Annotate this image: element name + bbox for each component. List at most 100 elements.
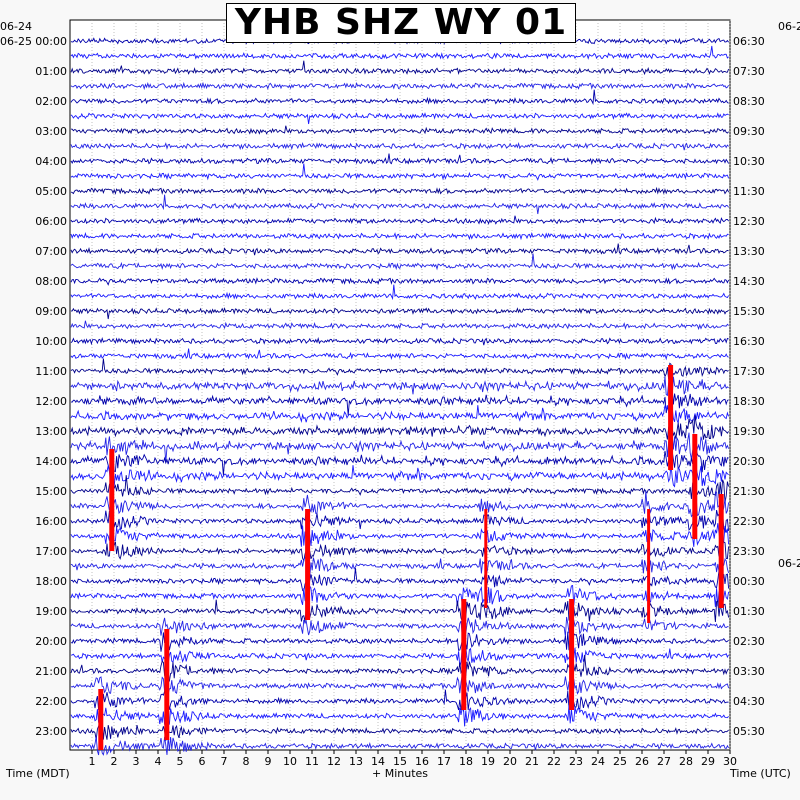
seismic-trace-30 bbox=[70, 475, 730, 503]
left-hour-label-22: 22:00 bbox=[35, 695, 67, 708]
chart-title-box: YHB SHZ WY 01 bbox=[226, 3, 576, 43]
x-tick-label-8: 8 bbox=[243, 755, 250, 768]
clipped-event-bar-8 bbox=[569, 599, 575, 710]
right-axis-title: Time (UTC) bbox=[730, 767, 791, 780]
left-hour-label-20: 20:00 bbox=[35, 635, 67, 648]
right-hour-label-23: 05:30 bbox=[733, 725, 765, 738]
left-hour-label-0: 00:00 bbox=[35, 35, 67, 48]
clipped-event-bar-0 bbox=[668, 365, 674, 470]
x-tick-label-23: 23 bbox=[569, 755, 583, 768]
seismic-trace-25 bbox=[70, 405, 730, 424]
seismic-trace-9 bbox=[70, 163, 730, 181]
left-date-top: 06-24 bbox=[0, 20, 32, 33]
x-tick-label-28: 28 bbox=[679, 755, 693, 768]
x-tick-label-21: 21 bbox=[525, 755, 539, 768]
seismic-trace-22 bbox=[70, 358, 729, 380]
right-date-top: 06-2 bbox=[778, 20, 800, 33]
left-hour-label-19: 19:00 bbox=[35, 605, 67, 618]
seismic-trace-43 bbox=[70, 675, 730, 697]
left-hour-label-12: 12:00 bbox=[35, 395, 67, 408]
x-tick-label-19: 19 bbox=[481, 755, 495, 768]
right-hour-labels: 06:30 07:30 08:30 09:30 10:30 11:30 12:30 13:30… bbox=[733, 35, 765, 738]
left-hour-label-17: 17:00 bbox=[35, 545, 67, 558]
seismic-trace-1 bbox=[70, 45, 729, 60]
clipped-event-bar-1 bbox=[692, 434, 698, 539]
right-hour-label-9: 15:30 bbox=[733, 305, 765, 318]
seismic-trace-19 bbox=[70, 320, 729, 331]
left-hour-label-5: 05:00 bbox=[35, 185, 67, 198]
right-hour-label-10: 16:30 bbox=[733, 335, 765, 348]
x-tick-label-11: 11 bbox=[305, 755, 319, 768]
right-hour-label-4: 10:30 bbox=[733, 155, 765, 168]
clipped-event-bar-5 bbox=[647, 509, 651, 623]
left-hour-label-13: 13:00 bbox=[35, 425, 67, 438]
right-hour-label-12: 18:30 bbox=[733, 395, 765, 408]
x-tick-label-6: 6 bbox=[199, 755, 206, 768]
x-tick-label-27: 27 bbox=[657, 755, 671, 768]
right-hour-label-8: 14:30 bbox=[733, 275, 765, 288]
seismic-trace-20 bbox=[70, 337, 729, 346]
seismic-trace-45 bbox=[70, 705, 729, 727]
x-tick-label-16: 16 bbox=[415, 755, 429, 768]
right-hour-label-11: 17:30 bbox=[733, 365, 765, 378]
x-tick-label-26: 26 bbox=[635, 755, 649, 768]
seismic-trace-8 bbox=[70, 153, 729, 166]
x-tick-label-5: 5 bbox=[177, 755, 184, 768]
clipped-event-bar-9 bbox=[164, 629, 170, 740]
x-tick-label-25: 25 bbox=[613, 755, 627, 768]
right-hour-label-6: 12:30 bbox=[733, 215, 765, 228]
seismic-trace-13 bbox=[70, 231, 729, 241]
left-hour-label-1: 01:00 bbox=[35, 65, 67, 78]
seismic-trace-15 bbox=[70, 253, 729, 271]
left-hour-label-11: 11:00 bbox=[35, 365, 67, 378]
seismic-trace-5 bbox=[70, 112, 729, 125]
x-tick-label-24: 24 bbox=[591, 755, 605, 768]
event-layer bbox=[98, 365, 724, 750]
right-hour-label-16: 22:30 bbox=[733, 515, 765, 528]
x-tick-label-9: 9 bbox=[265, 755, 272, 768]
seismic-trace-47 bbox=[70, 736, 729, 756]
right-hour-label-20: 02:30 bbox=[733, 635, 765, 648]
right-hour-label-5: 11:30 bbox=[733, 185, 765, 198]
right-hour-label-0: 06:30 bbox=[733, 35, 765, 48]
left-hour-label-4: 04:00 bbox=[35, 155, 67, 168]
x-tick-label-7: 7 bbox=[221, 755, 228, 768]
right-hour-label-7: 13:30 bbox=[733, 245, 765, 258]
clipped-event-bar-3 bbox=[305, 509, 311, 620]
left-hour-label-6: 06:00 bbox=[35, 215, 67, 228]
seismic-trace-17 bbox=[70, 284, 729, 301]
seismic-trace-35 bbox=[70, 556, 730, 577]
right-hour-label-14: 20:30 bbox=[733, 455, 765, 468]
x-tick-label-2: 2 bbox=[111, 755, 118, 768]
seismic-trace-16 bbox=[70, 277, 730, 286]
left-hour-label-18: 18:00 bbox=[35, 575, 67, 588]
right-hour-label-3: 09:30 bbox=[733, 125, 765, 138]
seismic-trace-36 bbox=[70, 567, 730, 593]
left-hour-label-14: 14:00 bbox=[35, 455, 67, 468]
seismic-trace-18 bbox=[70, 307, 729, 320]
x-tick-label-13: 13 bbox=[349, 755, 363, 768]
seismic-trace-37 bbox=[70, 584, 730, 607]
x-tick-label-14: 14 bbox=[371, 755, 385, 768]
right-hour-label-19: 01:30 bbox=[733, 605, 765, 618]
left-hour-label-9: 09:00 bbox=[35, 305, 67, 318]
clipped-event-bar-4 bbox=[484, 509, 488, 608]
x-tick-label-29: 29 bbox=[701, 755, 715, 768]
seismic-trace-44 bbox=[70, 689, 729, 712]
x-axis-ticks: 1 2 3 4 5 6 7 8 9 10 11 12 13 14 15 16 17 18 19 20 21 22 23 24 2… bbox=[89, 750, 737, 768]
left-hour-label-7: 07:00 bbox=[35, 245, 67, 258]
x-tick-label-22: 22 bbox=[547, 755, 561, 768]
seismic-trace-41 bbox=[70, 646, 729, 668]
trace-layer bbox=[70, 36, 730, 756]
seismic-trace-26 bbox=[70, 415, 729, 440]
left-hour-labels: 00:00 01:00 02:00 03:00 04:00 05:00 06:00 07:00… bbox=[35, 35, 67, 738]
seismic-trace-2 bbox=[70, 60, 730, 76]
left-hour-label-15: 15:00 bbox=[35, 485, 67, 498]
right-hour-label-1: 07:30 bbox=[733, 65, 765, 78]
right-hour-label-2: 08:30 bbox=[733, 95, 765, 108]
seismic-trace-12 bbox=[70, 215, 729, 225]
x-tick-label-20: 20 bbox=[503, 755, 517, 768]
left-hour-label-3: 03:00 bbox=[35, 125, 67, 138]
left-axis-title: Time (MDT) bbox=[6, 767, 70, 780]
clipped-event-bar-2 bbox=[109, 449, 115, 551]
